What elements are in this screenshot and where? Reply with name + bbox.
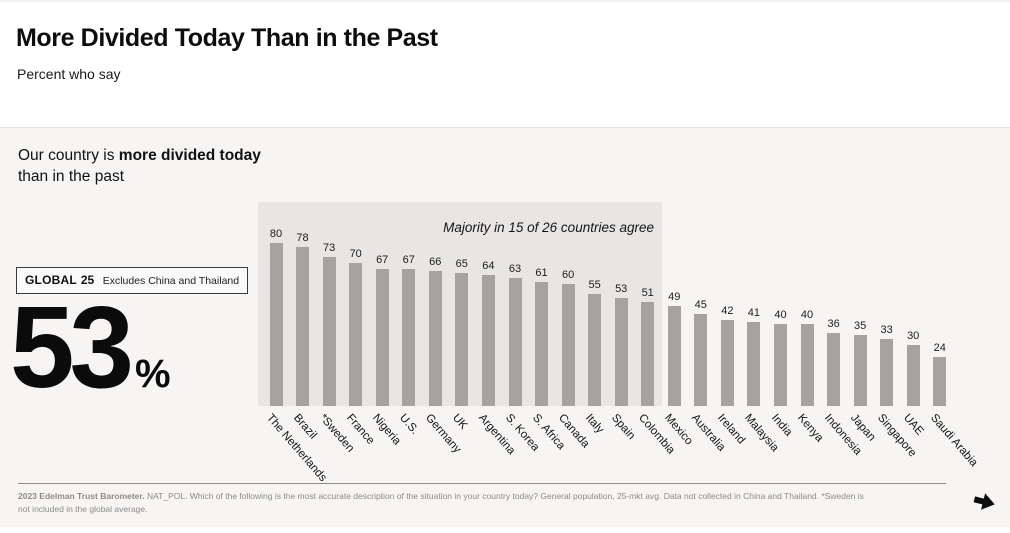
bar: [296, 246, 309, 406]
bar: [827, 332, 841, 406]
bar: [455, 273, 469, 406]
bar-value-label: 78: [296, 231, 309, 244]
global-badge-label: GLOBAL: [25, 273, 77, 287]
page-title: More Divided Today Than in the Past: [16, 24, 438, 52]
page-subtitle: Percent who say: [17, 66, 121, 82]
bar: [667, 306, 681, 406]
bar-value-label: 60: [561, 268, 575, 281]
bar-value-label: 35: [853, 319, 867, 332]
source-detail: NAT_POL. Which of the following is the m…: [18, 491, 864, 515]
bottom-edge: [0, 527, 1010, 533]
bar-value-label: 67: [376, 254, 389, 267]
bar-category-label: Saudi Arabia: [927, 412, 980, 470]
bar-value-label: 45: [694, 299, 707, 312]
bar-category-label: UK: [449, 412, 470, 432]
source-name: 2023 Edelman Trust Barometer.: [18, 491, 145, 501]
bar: [933, 357, 947, 406]
bar: [906, 344, 920, 406]
chart-annotation: Majority in 15 of 26 countries agree: [443, 220, 654, 235]
bar-value-label: 55: [588, 278, 601, 291]
bar-category-label: India: [768, 412, 794, 439]
bar-category-label: U.S.: [396, 412, 421, 437]
bar: [720, 320, 734, 406]
bar: [747, 322, 761, 406]
bar: [641, 302, 655, 406]
bar-value-label: 73: [322, 242, 336, 255]
bar-value-label: 40: [800, 309, 814, 322]
bar-value-label: 80: [269, 227, 283, 240]
bar-value-label: 64: [482, 260, 495, 273]
footer-divider: [18, 483, 946, 484]
bar-value-label: 42: [721, 305, 734, 318]
bar-category-label: Kenya: [794, 412, 826, 445]
bar: [349, 263, 363, 406]
bar-value-label: 61: [535, 266, 548, 279]
bar: [322, 257, 336, 406]
statement-prefix: Our country is: [18, 147, 119, 164]
bar-value-label: 24: [933, 342, 946, 354]
bar: [269, 242, 283, 406]
bar: [880, 338, 894, 406]
statement-line2: than in the past: [18, 167, 124, 185]
bar: [774, 324, 787, 406]
bar-category-label: Italy: [582, 412, 606, 436]
bar: [800, 324, 814, 406]
slide-header: More Divided Today Than in the Past Perc…: [0, 0, 1010, 127]
statement-text: Our country is more divided today than i…: [18, 146, 261, 188]
bar-value-label: 66: [429, 256, 442, 269]
bar-value-label: 33: [880, 323, 893, 336]
bar-category-label: UAE: [901, 412, 926, 438]
bar: [588, 293, 602, 406]
bar: [402, 269, 416, 406]
bar: [508, 277, 522, 406]
bar: [535, 281, 548, 406]
global-value-number: 53: [10, 282, 134, 412]
global-badge-count: 25: [80, 273, 95, 287]
bar: [428, 271, 442, 406]
bar-value-label: 49: [668, 291, 681, 303]
bar: [481, 275, 495, 406]
bar-value-label: 67: [402, 254, 415, 267]
bar-value-label: 65: [455, 258, 468, 271]
global-value: 53 %: [10, 282, 171, 412]
percent-sign: %: [135, 351, 171, 396]
statement-bold: more divided today: [118, 147, 261, 164]
bar-value-label: 41: [747, 307, 761, 320]
next-slide-button[interactable]: [970, 487, 1000, 517]
global-badge-note: Excludes China and Thailand: [102, 275, 240, 287]
bar: [375, 269, 389, 406]
bar-value-label: 36: [827, 317, 840, 330]
bar-value-label: 63: [508, 262, 522, 275]
global-badge: GLOBAL 25 Excludes China and Thailand: [16, 267, 249, 294]
bar-value-label: 30: [907, 329, 920, 342]
bar-value-label: 40: [774, 309, 787, 322]
arrow-right-icon: [973, 493, 995, 510]
bar-value-label: 53: [615, 282, 628, 295]
bar: [694, 314, 708, 406]
bar: [853, 334, 867, 406]
bar-value-label: 70: [349, 248, 362, 261]
bar-value-label: 51: [641, 287, 654, 299]
bar: [561, 283, 575, 406]
bar: [614, 297, 628, 406]
source-footnote: 2023 Edelman Trust Barometer. NAT_POL. W…: [18, 490, 870, 516]
bar-chart: Majority in 15 of 26 countries agree 80 T…: [252, 195, 992, 495]
bar-category-label: Spain: [609, 412, 638, 443]
